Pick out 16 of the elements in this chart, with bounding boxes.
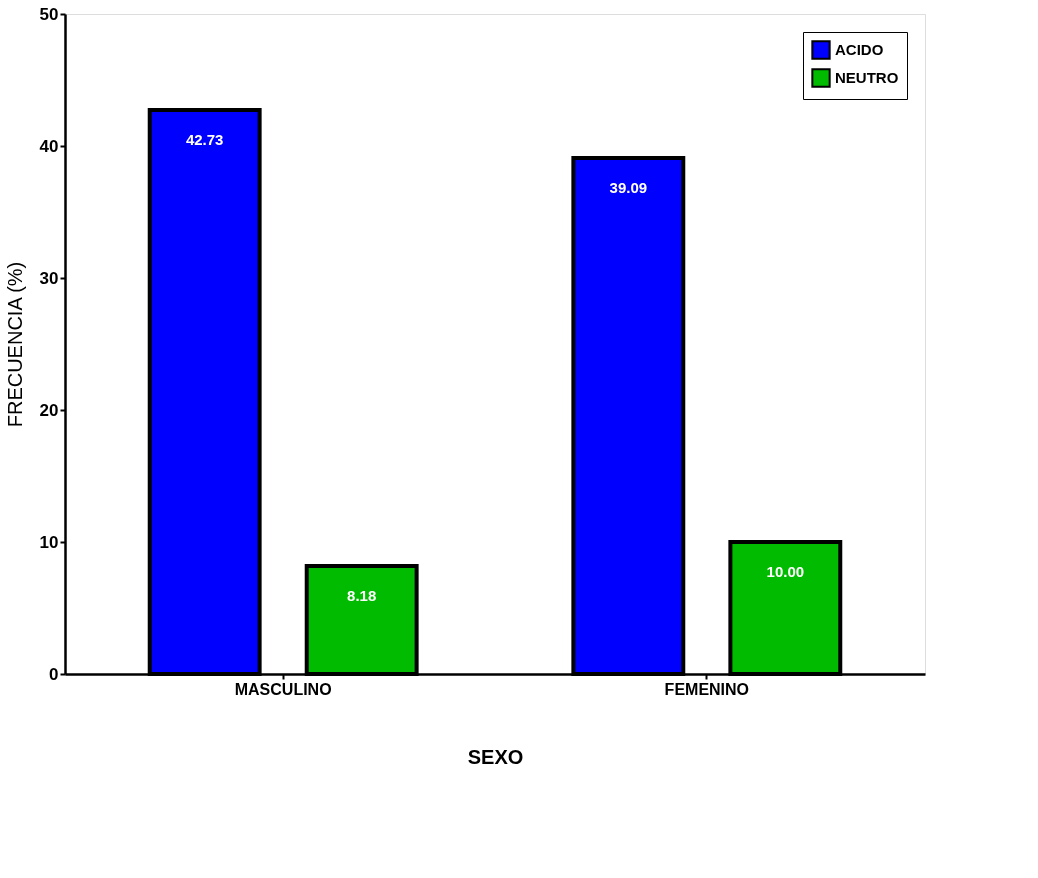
y-axis-title: FRECUENCIA (%) [3,261,26,428]
y-tick-label: 40 [39,136,59,156]
text: 8.18 [347,587,377,605]
x-tick-label: MASCULINO [234,680,332,698]
text: 42.73 [185,130,224,148]
x-tick-label: FEMENINO [664,680,750,698]
legend-label: NEUTRO [835,69,899,86]
y-tick-label: 30 [39,268,59,288]
y-tick-label: 50 [39,4,59,24]
legend-label: ACIDO [835,41,884,58]
y-tick-label: 10 [39,532,59,552]
y-tick-label: 20 [39,400,59,420]
y-tick-label: 0 [49,664,59,684]
text: 39.09 [609,179,648,197]
text: 10.00 [766,563,805,580]
x-axis-title: SEXO [467,745,524,768]
